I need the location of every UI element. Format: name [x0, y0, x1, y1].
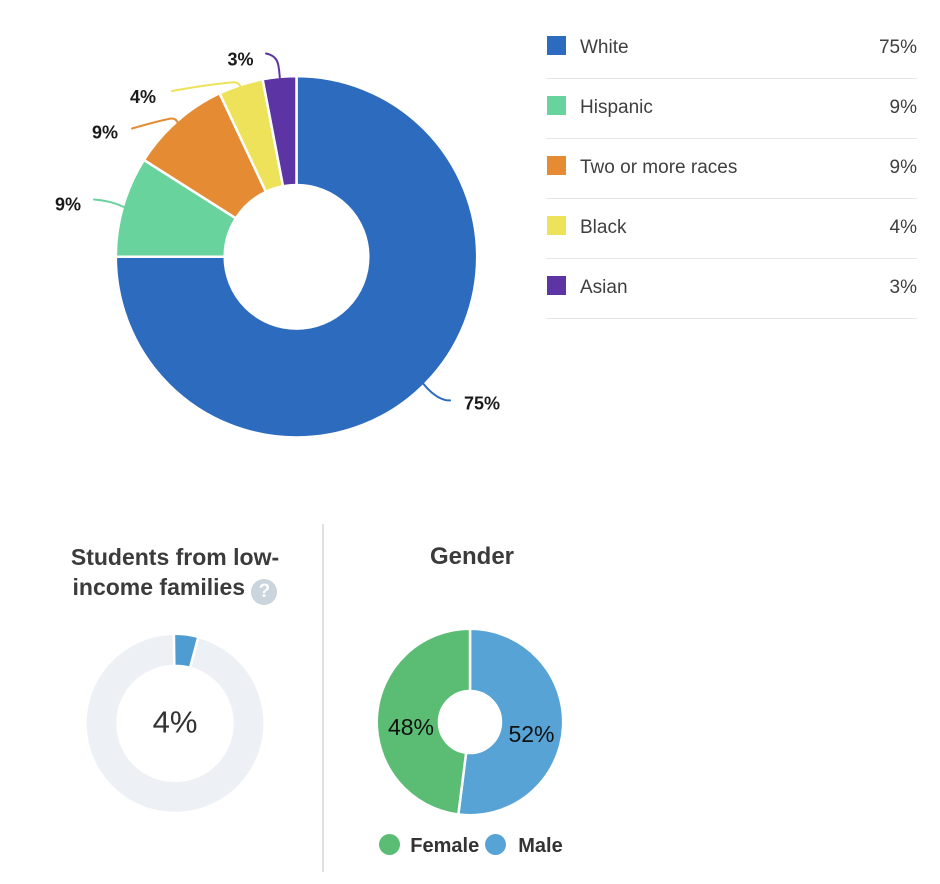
svg-text:9%: 9% — [55, 195, 81, 215]
svg-text:9%: 9% — [92, 123, 118, 143]
svg-text:75%: 75% — [464, 394, 500, 414]
svg-text:3%: 3% — [228, 50, 254, 70]
svg-text:4%: 4% — [153, 705, 198, 740]
svg-text:4%: 4% — [130, 87, 156, 107]
svg-text:52%: 52% — [508, 721, 554, 747]
svg-text:48%: 48% — [388, 714, 434, 740]
